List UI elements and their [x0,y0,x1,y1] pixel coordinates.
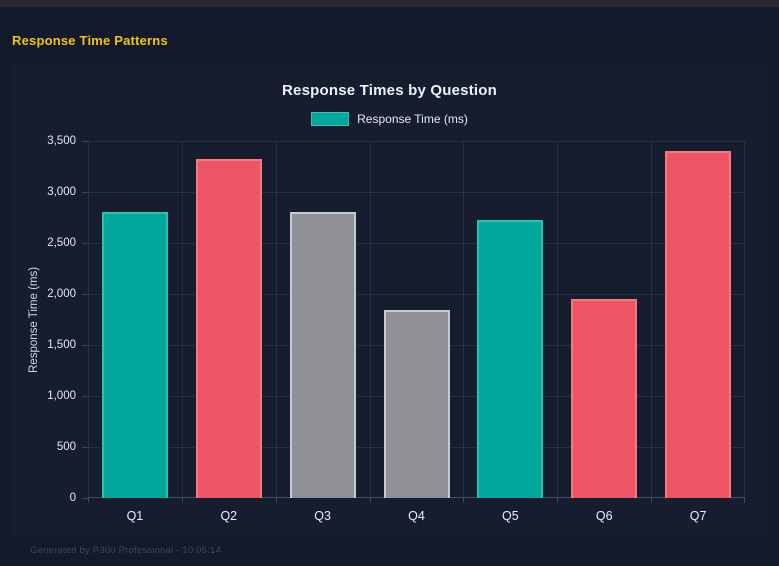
x-gridline [275,141,277,498]
y-axis-title: Response Time (ms) [28,266,40,373]
x-gridline [88,141,89,498]
x-tick-label: Q7 [689,509,707,523]
y-tick-label: 1,000 [47,390,76,402]
x-tick-mark [275,498,277,503]
chart-legend: Response Time (ms) [10,112,769,126]
x-tick-label: Q3 [314,509,331,523]
y-tick-mark [82,141,88,142]
x-tick-label: Q6 [595,509,613,523]
y-tick-label: 3,500 [47,135,76,147]
y-gridline [88,141,745,142]
x-gridline [369,141,371,498]
y-tick-mark [82,243,88,244]
bar-q2[interactable] [195,159,262,498]
footer-note: Generated by P300 Professional - 10:05:1… [30,545,221,556]
x-tick-label: Q2 [220,509,238,523]
y-tick-mark [82,192,88,193]
y-tick-label: 3,000 [47,186,76,198]
x-tick-mark [557,498,559,503]
plot-area: 0 500 1,000 1,500 2,000 2,500 3,000 3,500 Q1 Q2 Q3… [47,135,745,523]
x-gridline [744,141,745,498]
y-tick-mark [82,345,88,346]
y-tick-label: 2,500 [47,237,76,249]
bar-q3[interactable] [289,211,356,498]
bar-q1[interactable] [101,212,168,498]
x-tick-label: Q1 [126,509,144,523]
x-tick-label: Q5 [502,509,519,523]
window-top-strip [0,0,779,7]
x-tick-mark [463,498,465,503]
y-gridline [88,243,745,244]
bar-q6[interactable] [571,299,638,498]
y-gridline [88,294,745,295]
chart-card: Response Times by Question Response Time… [10,64,769,536]
x-tick-mark [744,498,745,503]
bar-q4[interactable] [383,309,450,498]
y-gridline [88,192,745,193]
x-tick-mark [651,498,653,503]
x-gridline [557,141,559,498]
y-tick-label: 2,000 [47,288,76,300]
legend-label: Response Time (ms) [357,112,468,126]
x-tick-mark [181,498,183,503]
x-tick-mark [369,498,371,503]
chart-title: Response Times by Question [282,82,497,99]
x-gridline [463,141,465,498]
bar-q7[interactable] [665,150,732,498]
y-tick-mark [82,396,88,397]
x-gridline [181,141,183,498]
y-tick-label: 1,500 [47,339,76,351]
x-tick-mark [88,498,89,503]
x-tick-label: Q4 [408,509,425,523]
y-tick-mark [82,294,88,295]
y-tick-label: 500 [56,441,76,453]
y-tick-label: 0 [69,492,76,504]
y-tick-mark [82,498,88,499]
y-tick-mark [82,447,88,448]
x-gridline [651,141,653,498]
legend-item-response-time[interactable]: Response Time (ms) [311,112,468,126]
page-title: Response Time Patterns [12,33,168,48]
bar-q5[interactable] [477,220,544,498]
legend-swatch-icon [311,112,350,126]
